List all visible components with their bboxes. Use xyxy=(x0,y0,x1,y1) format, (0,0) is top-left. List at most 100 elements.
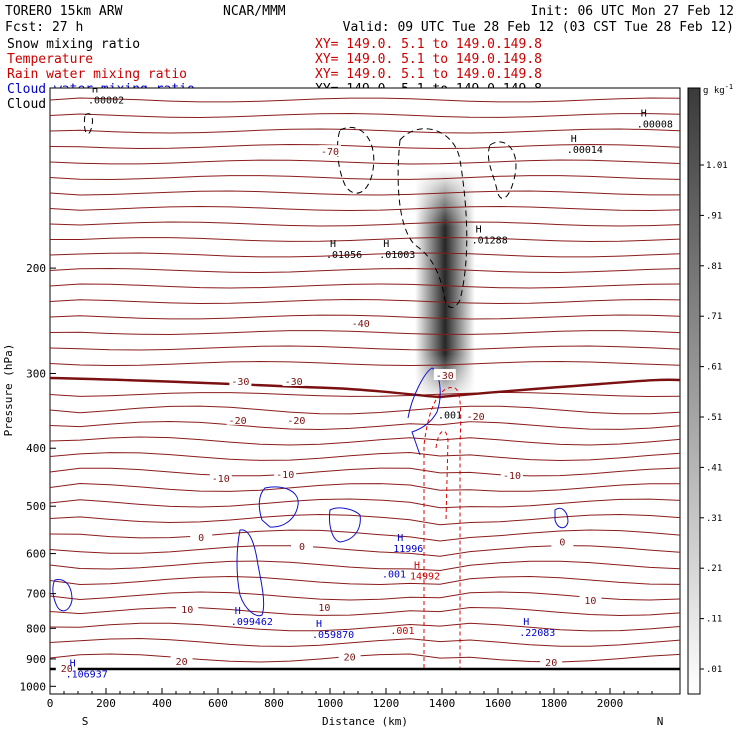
y-axis: 200 300 400 500 600 700 800 900 1000 xyxy=(20,262,56,693)
temperature-contour xyxy=(50,391,680,398)
temperature-label-bg xyxy=(313,601,336,613)
y-tick-label: 1000 xyxy=(20,680,47,693)
colorbar-tick-label: .01 xyxy=(706,665,722,675)
temperature-contour xyxy=(50,622,680,632)
extremum-value: .001 xyxy=(390,626,414,637)
temperature-label: 10 xyxy=(318,603,330,614)
temperature-label: 0 xyxy=(299,542,305,553)
colorbar-tick-label: 1.01 xyxy=(706,161,728,171)
temperature-contour xyxy=(50,128,680,134)
temperature-label: -70 xyxy=(321,147,339,158)
temperature-contour xyxy=(50,97,680,103)
colorbar-tick-label: .71 xyxy=(706,312,722,322)
temperature-contour xyxy=(50,591,680,601)
extremum-marker: H xyxy=(523,617,529,628)
x-tick-label: 2000 xyxy=(597,697,624,710)
temperature-label: 20 xyxy=(176,657,188,668)
extremum-marker: H xyxy=(316,619,322,630)
temperature-label-bg xyxy=(209,471,232,483)
x-tick-label: 0 xyxy=(47,697,54,710)
temperature-label: 0 xyxy=(559,538,565,549)
temperature-label: -10 xyxy=(503,471,521,482)
extremum-marker: H xyxy=(330,239,336,250)
colorbar: 1.01 .91 .81 .71 .61 .51 .41 .31 .21 .11 .01 g kg-… xyxy=(687,83,733,695)
y-tick-label: 900 xyxy=(26,653,46,666)
x-tick-label: 1600 xyxy=(485,697,512,710)
model-title: TORERO 15km ARW xyxy=(5,4,123,19)
y-tick-label: 800 xyxy=(26,622,46,635)
temperature-label-bg xyxy=(229,374,252,386)
extremum-value: .01288 xyxy=(472,236,508,247)
extremum-value: .00002 xyxy=(88,96,124,107)
extremum-value: 14992 xyxy=(410,571,440,582)
temperature-contours xyxy=(50,97,680,663)
x-tick-label: 800 xyxy=(264,697,284,710)
temperature-contour xyxy=(50,345,680,351)
x-axis-label: Distance (km) xyxy=(322,715,408,728)
temperature-label: -30 xyxy=(436,371,454,382)
extremum-value: .01003 xyxy=(379,250,415,261)
colorbar-tick-label: .21 xyxy=(706,564,722,574)
extremum-marker: H xyxy=(571,134,577,145)
extremum-value: .106937 xyxy=(66,669,108,680)
temperature-contour xyxy=(50,575,680,586)
extremum-value: 11996 xyxy=(393,544,423,555)
temperature-contour xyxy=(50,221,680,227)
extremum-marker: H xyxy=(414,560,420,571)
y-tick-label: 300 xyxy=(26,367,46,380)
extremum-value: .059870 xyxy=(312,630,354,641)
y-tick-label: 500 xyxy=(26,500,46,513)
colorbar-tick-label: .51 xyxy=(706,413,722,423)
temperature-contour xyxy=(50,314,680,320)
extremum-marker: H xyxy=(235,606,241,617)
temperature-label: -40 xyxy=(352,319,370,330)
temperature-label-bg xyxy=(282,374,305,386)
colorbar-tick-label: .91 xyxy=(706,211,722,221)
temperature-contour xyxy=(50,653,680,663)
temperature-label-bg xyxy=(55,661,78,673)
legend-label: Temperature xyxy=(7,52,93,67)
rain-water-contours xyxy=(423,387,462,668)
temperature-contour xyxy=(50,498,680,509)
temperature-contour xyxy=(50,451,680,462)
extremum-value: .001 xyxy=(438,411,462,422)
temperature-contour xyxy=(50,236,680,243)
colorbar-tick-label: .31 xyxy=(706,514,722,524)
extremum-value: .099462 xyxy=(231,617,273,628)
freezing-level-line xyxy=(50,376,680,399)
temperature-label: 10 xyxy=(584,596,596,607)
temperature-contour xyxy=(50,436,680,446)
legend-label: Rain water mixing ratio xyxy=(7,67,187,82)
temperature-label-bg xyxy=(226,413,249,425)
temperature-label: -20 xyxy=(229,416,247,427)
colorbar-tick-label: .11 xyxy=(706,615,722,625)
extremum-value: .00014 xyxy=(567,145,603,156)
cloud-water-contours xyxy=(52,367,569,617)
x-tick-label: 1200 xyxy=(373,697,400,710)
temperature-contour xyxy=(50,190,680,196)
temperature-contour xyxy=(50,360,680,367)
temperature-label: 20 xyxy=(344,652,356,663)
temperature-contour xyxy=(50,205,680,212)
extremum-marker: H xyxy=(476,225,482,236)
temperature-contour xyxy=(50,545,680,557)
legend-label: Snow mixing ratio xyxy=(7,37,140,52)
extremum-marker: H xyxy=(92,85,98,96)
x-tick-label: 200 xyxy=(96,697,116,710)
y-tick-label: 700 xyxy=(26,588,46,601)
temperature-label-bg xyxy=(176,602,199,614)
x-tick-label: 600 xyxy=(208,697,228,710)
direction-north: N xyxy=(657,715,664,728)
temperature-contour xyxy=(50,267,680,274)
temperature-contour xyxy=(50,482,680,492)
temperature-contour xyxy=(50,112,680,119)
center-title: NCAR/MMM xyxy=(223,4,286,19)
extremum-marker: H xyxy=(383,239,389,250)
temperature-label-bg xyxy=(433,369,456,381)
colorbar-tick-label: .41 xyxy=(706,463,722,473)
cloud-ice-contours xyxy=(83,113,517,308)
temperature-label-bg xyxy=(291,540,313,552)
temperature-contour xyxy=(50,283,680,289)
temperature-label: 0 xyxy=(198,533,204,544)
